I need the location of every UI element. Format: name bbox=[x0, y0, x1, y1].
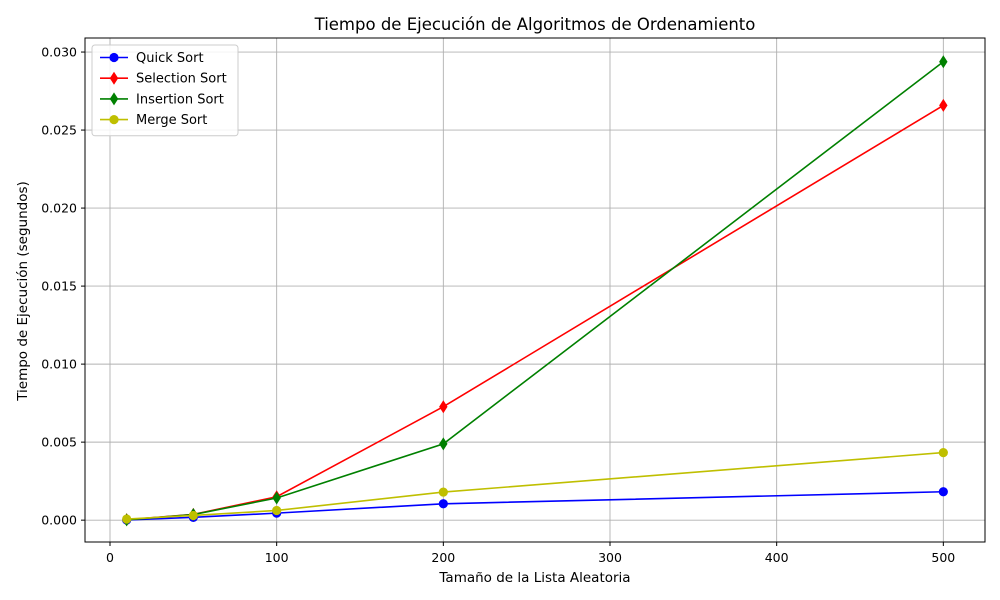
data-point-selection-sort bbox=[439, 400, 448, 414]
chart-title: Tiempo de Ejecución de Algoritmos de Ord… bbox=[314, 15, 756, 34]
data-point-insertion-sort bbox=[439, 437, 448, 451]
data-point-merge-sort bbox=[438, 487, 448, 497]
legend-label: Merge Sort bbox=[136, 113, 207, 128]
y-tick-label: 0.015 bbox=[41, 279, 77, 294]
y-tick-label: 0.030 bbox=[41, 45, 77, 60]
x-tick-label: 300 bbox=[598, 550, 622, 565]
plot-frame bbox=[84, 37, 986, 543]
legend-item-quick-sort: Quick Sort bbox=[100, 51, 204, 66]
legend: Quick Sort Selection Sort Insertion Sort Me… bbox=[91, 44, 239, 137]
y-tick-label: 0.020 bbox=[41, 201, 77, 216]
x-tick-label: 400 bbox=[765, 550, 789, 565]
y-axis: 0.000 0.005 0.010 0.015 0.020 0.025 0.030 bbox=[41, 45, 85, 528]
x-axis: 0 100 200 300 400 500 bbox=[106, 542, 955, 565]
legend-item-insertion-sort: Insertion Sort bbox=[100, 92, 224, 107]
data-point-quick-sort bbox=[438, 499, 448, 509]
legend-item-merge-sort: Merge Sort bbox=[100, 113, 207, 128]
legend-marker bbox=[109, 52, 119, 63]
data-point-insertion-sort bbox=[939, 55, 948, 69]
x-tick-label: 500 bbox=[931, 550, 955, 565]
series-merge-sort bbox=[122, 447, 948, 524]
legend-box bbox=[91, 44, 239, 137]
y-axis-title: Tiempo de Ejecución (segundos) bbox=[15, 181, 31, 402]
series-layer bbox=[122, 55, 948, 527]
legend-label: Insertion Sort bbox=[136, 92, 224, 107]
y-tick-label: 0.025 bbox=[41, 123, 77, 138]
data-point-merge-sort bbox=[122, 514, 132, 524]
data-point-merge-sort bbox=[188, 510, 198, 521]
legend-label: Selection Sort bbox=[136, 72, 227, 87]
data-point-merge-sort bbox=[938, 447, 948, 458]
y-tick-label: 0.000 bbox=[41, 513, 77, 528]
data-point-insertion-sort bbox=[272, 491, 281, 505]
grid-lines bbox=[85, 38, 985, 542]
data-point-quick-sort bbox=[938, 487, 948, 497]
legend-item-selection-sort: Selection Sort bbox=[100, 71, 227, 87]
x-tick-label: 200 bbox=[431, 550, 455, 565]
legend-marker bbox=[109, 92, 119, 106]
x-tick-label: 100 bbox=[265, 550, 289, 565]
legend-marker bbox=[109, 71, 119, 85]
x-tick-label: 0 bbox=[106, 550, 114, 565]
x-axis-title: Tamaño de la Lista Aleatoria bbox=[438, 570, 630, 586]
y-tick-label: 0.010 bbox=[41, 357, 77, 372]
legend-marker bbox=[109, 115, 119, 125]
data-point-selection-sort bbox=[939, 98, 948, 112]
y-tick-label: 0.005 bbox=[41, 435, 77, 450]
legend-label: Quick Sort bbox=[136, 51, 204, 66]
data-point-merge-sort bbox=[272, 505, 282, 516]
